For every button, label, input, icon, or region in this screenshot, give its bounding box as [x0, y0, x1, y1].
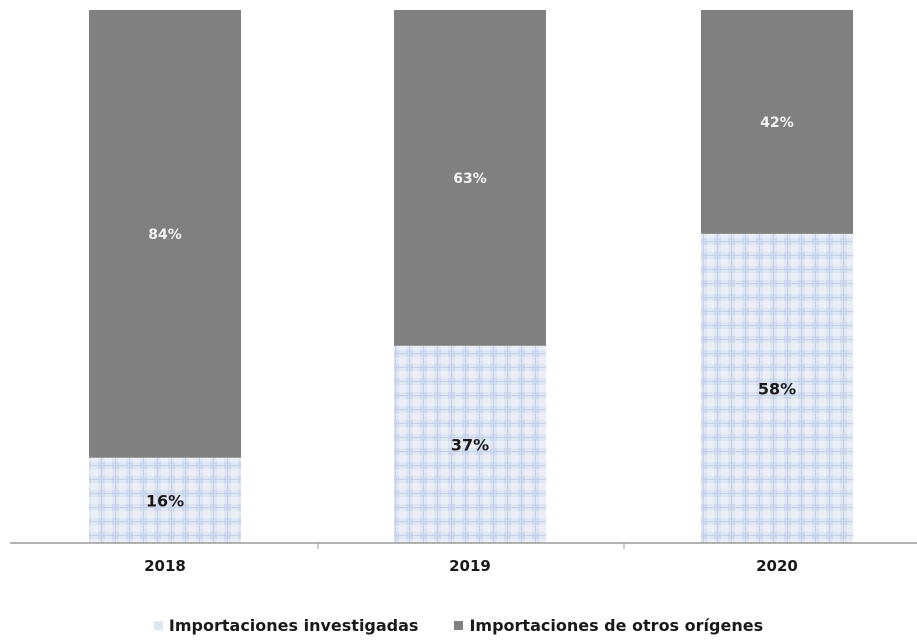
x-tick-label-2020: 2020 [756, 557, 798, 575]
data-label-otros-origenes-2018: 84% [148, 227, 182, 243]
x-tick-label-2019: 2019 [449, 557, 491, 575]
x-tick-label-2018: 2018 [144, 557, 186, 575]
legend-label-investigadas: Importaciones investigadas [168, 615, 419, 635]
data-label-otros-origenes-2019: 63% [453, 171, 487, 187]
stacked-bar-chart: 16% 84% 37% 63% 58% 42% 2018 2019 2020 [10, 10, 917, 575]
data-label-investigadas-2019: 37% [451, 435, 489, 454]
legend-swatch-otros-origenes [454, 620, 464, 630]
x-axis: 2018 2019 2020 [10, 542, 917, 575]
data-label-otros-origenes-2020: 42% [760, 115, 794, 131]
data-label-investigadas-2018: 16% [146, 491, 184, 510]
bar-investigadas-2019 [394, 345, 546, 543]
bar-investigadas-2018 [89, 457, 241, 543]
legend-swatch-investigadas [153, 620, 163, 630]
legend: Importaciones investigadas Importaciones… [0, 612, 917, 638]
bars-group: 16% 84% 37% 63% 58% 42% [89, 10, 853, 544]
legend-label-otros-origenes: Importaciones de otros orígenes [469, 615, 764, 635]
bar-otros-origenes-2020 [701, 10, 853, 234]
bar-otros-origenes-2018 [89, 10, 241, 458]
legend-item-otros-origenes: Importaciones de otros orígenes [454, 616, 763, 635]
data-label-investigadas-2020: 58% [758, 379, 796, 398]
legend-item-investigadas: Importaciones investigadas [153, 615, 419, 635]
bar-investigadas-2020 [701, 233, 853, 544]
bar-otros-origenes-2019 [394, 10, 546, 346]
